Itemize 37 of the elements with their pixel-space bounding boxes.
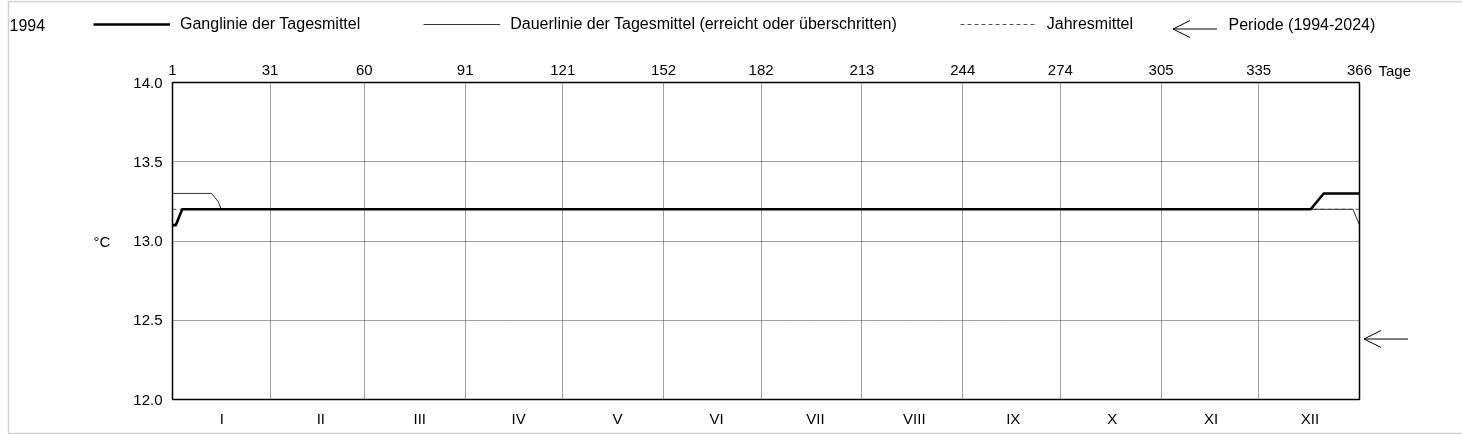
x2-tick-label: 121 [550, 60, 576, 78]
y-tick-label: 12.5 [133, 311, 163, 329]
x-tick-label: VII [806, 409, 825, 427]
x2-tick-label: 244 [950, 60, 976, 78]
legend-label: Jahresmittel [1046, 14, 1134, 34]
x-tick-label: VI [709, 409, 724, 427]
x-tick-label: I [219, 409, 225, 427]
x2-tick-label: 213 [849, 60, 875, 78]
y-tick-label: 12.0 [133, 390, 163, 408]
x2-tick-label: 274 [1047, 60, 1073, 78]
x-tick-label: IV [511, 409, 526, 427]
x2-tick-label: 1 [168, 60, 177, 78]
x-tick-label: XI [1204, 409, 1219, 427]
x-tick-label: VIII [903, 409, 926, 427]
y-tick-label: 14.0 [133, 73, 163, 91]
x2-tick-label: 366 [1346, 60, 1373, 78]
legend-label: Ganglinie der Tagesmittel [180, 14, 361, 34]
x-tick-label: IX [1006, 409, 1021, 427]
y-tick-label: 13.5 [133, 152, 163, 170]
y-tick-label: 13.0 [133, 232, 163, 249]
x2-axis-title: Tage [1378, 62, 1412, 79]
legend-label: Dauerlinie der Tagesmittel (erreicht oder überschritten) [510, 14, 897, 34]
x-tick-label: V [612, 409, 623, 427]
x-tick-label: II [316, 409, 326, 427]
x2-tick-label: 305 [1148, 60, 1174, 78]
text: 1994 [9, 16, 46, 34]
x2-tick-label: 60 [356, 60, 373, 78]
text: Periode (1994-2024) [1228, 16, 1376, 33]
x2-tick-label: 335 [1246, 60, 1272, 78]
x-tick-label: XII [1300, 409, 1320, 427]
x2-tick-label: 182 [748, 60, 774, 78]
x-tick-label: X [1107, 409, 1118, 427]
x2-tick-label: 31 [261, 60, 279, 78]
y-axis-title: °C [93, 232, 111, 250]
x2-tick-label: 152 [651, 60, 677, 78]
x-tick-label: III [413, 409, 427, 427]
x2-tick-label: 91 [456, 60, 474, 78]
